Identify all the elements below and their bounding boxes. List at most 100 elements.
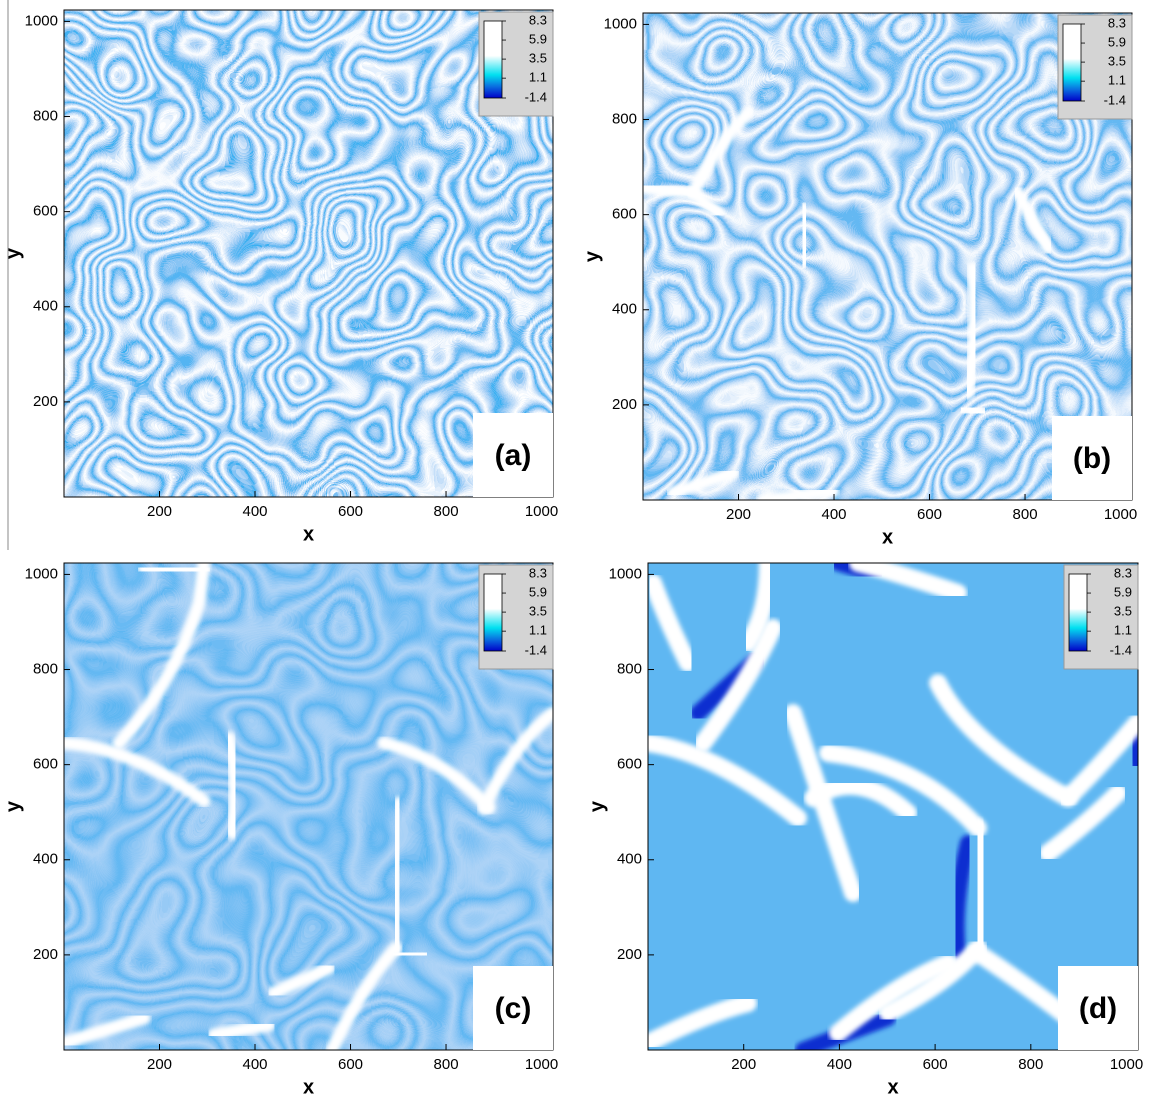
filament [477, 706, 553, 815]
filament [648, 574, 697, 672]
panel-label: (c) [495, 992, 532, 1025]
filament [64, 736, 211, 808]
x-tick-label: 200 [147, 503, 172, 520]
y-tick-label: 1000 [25, 12, 58, 29]
colorbar-label: 8.3 [1108, 15, 1126, 30]
panel: 200 400 600 800 1000 200 400 600 800 1000 x y 8.3 5.9… [586, 562, 1143, 1096]
y-axis-label: y [581, 250, 603, 262]
filament [377, 736, 496, 815]
colorbar-label: 8.3 [1114, 565, 1132, 580]
filament [648, 734, 807, 827]
plot-frame [63, 562, 554, 1051]
y-tick-label: 800 [33, 661, 58, 678]
filament [112, 563, 211, 750]
colorbar-label: -1.4 [1110, 642, 1132, 657]
filament [849, 563, 967, 602]
colorbar [483, 20, 503, 99]
y-tick-label: 800 [612, 111, 637, 128]
filament [961, 261, 982, 400]
colorbar-label: 5.9 [1108, 34, 1126, 49]
y-tick-label: 400 [617, 851, 642, 868]
x-tick-label: 800 [1013, 506, 1038, 523]
panel-label: (a) [495, 439, 532, 472]
field-pattern [643, 13, 1132, 500]
x-tick-label: 400 [243, 503, 268, 520]
panel: 200 400 600 800 1000 200 400 600 800 1000 x y 8.3 5.9… [2, 9, 558, 545]
y-tick-label: 200 [612, 396, 637, 413]
plot-frame [642, 12, 1133, 501]
panel-label-box [473, 413, 553, 497]
colorbar-label: 1.1 [529, 70, 547, 85]
y-tick-label: 200 [33, 393, 58, 410]
y-tick-label: 600 [33, 756, 58, 773]
filament [796, 201, 812, 270]
y-tick-label: 1000 [609, 565, 642, 582]
y-axis-label: y [586, 800, 608, 812]
filament [388, 796, 406, 955]
filament [829, 954, 957, 1042]
x-axis-label: x [303, 523, 314, 545]
field-pattern [64, 563, 553, 1050]
field [648, 563, 1138, 1050]
colorbar [1062, 23, 1082, 102]
y-axis-label: y [2, 800, 24, 812]
colorbar-label: 5.9 [1114, 584, 1132, 599]
filament [739, 563, 777, 652]
panel-label-box [473, 966, 553, 1050]
filament [222, 731, 242, 840]
plot-frame [647, 562, 1139, 1051]
colorbar-label: 3.5 [529, 51, 547, 66]
field [64, 563, 553, 1050]
panel-label-box [1058, 966, 1138, 1050]
filament [694, 619, 782, 752]
filament [325, 941, 403, 1050]
colorbar-label: -1.4 [525, 642, 547, 657]
panel-label-box [1052, 416, 1132, 500]
colorbar [1068, 573, 1088, 652]
x-tick-label: 800 [434, 1056, 459, 1073]
x-axis-label: x [882, 526, 893, 548]
filament [929, 674, 1077, 807]
colorbar-label: -1.4 [525, 89, 547, 104]
filament [1011, 186, 1055, 255]
colorbar-label: 8.3 [529, 12, 547, 27]
y-axis-label: y [2, 247, 24, 259]
x-tick-label: 200 [731, 1056, 756, 1073]
filament [956, 401, 990, 420]
y-tick-label: 600 [617, 756, 642, 773]
filament [137, 563, 211, 578]
field [643, 13, 1132, 500]
colorbar-label: 8.3 [529, 565, 547, 580]
dark-region [948, 835, 976, 961]
x-tick-label: 1000 [525, 1056, 558, 1073]
x-tick-label: 400 [243, 1056, 268, 1073]
x-tick-label: 600 [338, 503, 363, 520]
colorbar-label: 3.5 [529, 604, 547, 619]
x-tick-label: 400 [822, 506, 847, 523]
filament [1039, 784, 1127, 862]
filament [756, 484, 840, 500]
filament [804, 777, 917, 822]
y-tick-label: 200 [33, 946, 58, 963]
filament [64, 1011, 151, 1050]
colorbar-label: 1.1 [529, 623, 547, 638]
x-axis-label: x [303, 1076, 314, 1096]
filament [819, 744, 987, 837]
x-tick-label: 400 [827, 1056, 852, 1073]
x-tick-label: 600 [338, 1056, 363, 1073]
y-tick-label: 200 [617, 946, 642, 963]
y-tick-label: 400 [33, 851, 58, 868]
colorbar-label: 5.9 [529, 584, 547, 599]
field-pattern [64, 10, 553, 497]
panel: 200 400 600 800 1000 200 400 600 800 1000 x y 8.3 5.9… [2, 562, 558, 1096]
filament [666, 466, 740, 500]
x-axis-label: x [887, 1076, 898, 1096]
filament [267, 961, 336, 1000]
x-tick-label: 600 [923, 1056, 948, 1073]
x-tick-label: 200 [147, 1056, 172, 1073]
x-tick-label: 200 [726, 506, 751, 523]
filament [648, 994, 757, 1050]
y-tick-label: 1000 [604, 15, 637, 32]
filament [389, 946, 431, 962]
